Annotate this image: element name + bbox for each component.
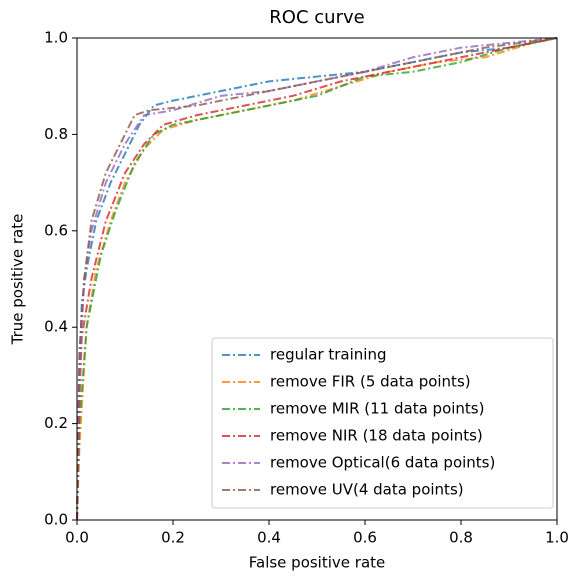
- legend-label: remove MIR (11 data points): [270, 400, 484, 418]
- legend-label: remove NIR (18 data points): [270, 427, 483, 445]
- y-tick-label: 1.0: [44, 29, 68, 47]
- roc-line: [76, 37, 558, 521]
- x-axis-label: False positive rate: [249, 554, 386, 572]
- legend-label: remove Optical(6 data points): [270, 454, 495, 472]
- y-axis-label: True positive rate: [9, 214, 27, 346]
- y-tick-label: 0.4: [44, 318, 68, 336]
- legend-label: regular training: [270, 346, 387, 364]
- x-tick-label: 1.0: [545, 529, 569, 547]
- y-tick-label: 0.6: [44, 221, 68, 239]
- roc-line: [76, 37, 558, 521]
- roc-line: [76, 37, 558, 521]
- x-tick-label: 0.8: [449, 529, 473, 547]
- plot-frame: [76, 37, 558, 521]
- legend-label: remove FIR (5 data points): [270, 373, 471, 391]
- legend-box: [211, 337, 554, 509]
- x-tick-label: 0.0: [65, 529, 89, 547]
- chart-title: ROC curve: [269, 7, 364, 28]
- x-tick-label: 0.4: [257, 529, 281, 547]
- legend-label: remove UV(4 data points): [270, 481, 464, 499]
- x-tick-label: 0.2: [161, 529, 185, 547]
- y-tick-label: 0.2: [44, 414, 68, 432]
- y-tick-label: 0.8: [44, 125, 68, 143]
- x-tick-label: 0.6: [353, 529, 377, 547]
- y-tick-label: 0.0: [44, 511, 68, 529]
- roc-line: [76, 37, 558, 521]
